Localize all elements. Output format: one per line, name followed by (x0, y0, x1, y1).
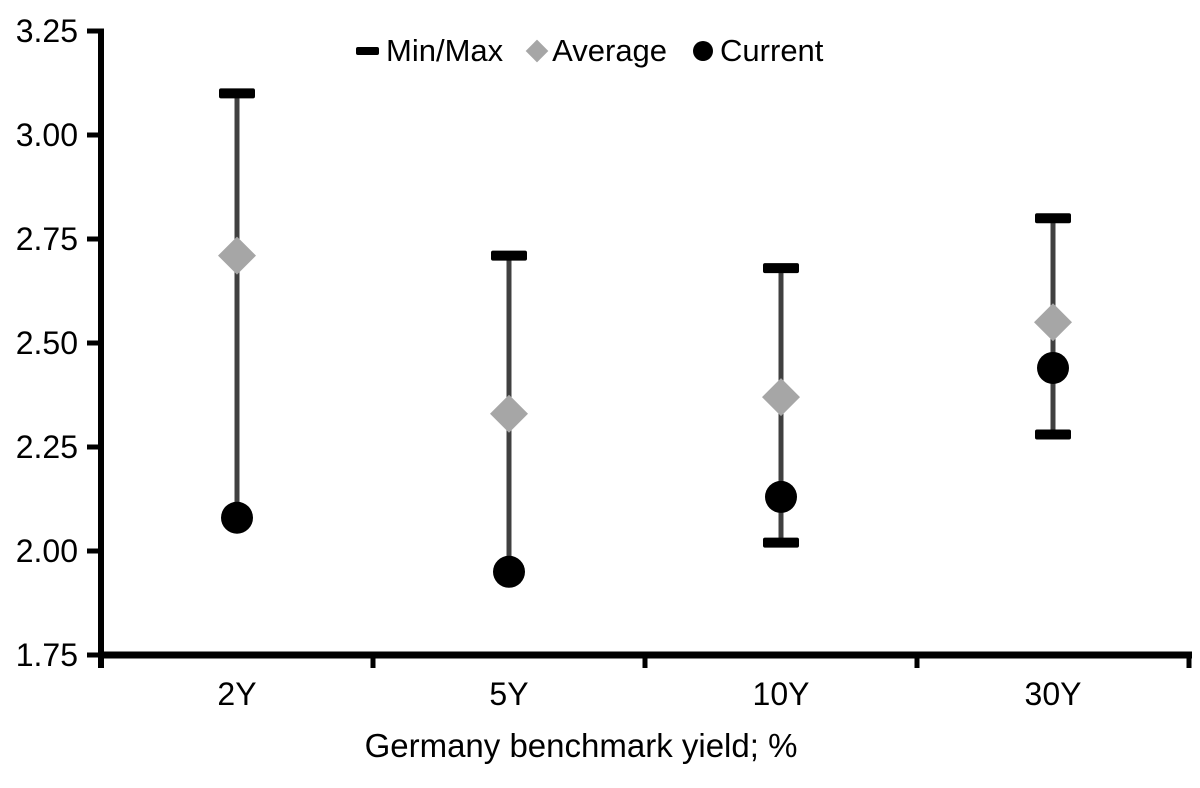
x-category-label: 10Y (753, 676, 810, 712)
chart-legend: Min/Max Average Current (356, 33, 823, 69)
current-marker (765, 480, 797, 513)
legend-item-minmax: Min/Max (356, 33, 503, 69)
min-cap (1035, 429, 1071, 440)
legend-label-average: Average (552, 33, 668, 68)
max-cap (763, 263, 799, 274)
x-category-label: 2Y (217, 676, 256, 712)
y-tick-label: 3.00 (16, 117, 78, 153)
average-marker (218, 236, 256, 275)
y-tick-label: 3.25 (16, 13, 78, 49)
max-cap (491, 250, 527, 261)
average-marker (490, 394, 528, 433)
y-tick-label: 2.50 (16, 325, 78, 361)
current-marker (221, 501, 253, 534)
max-cap (1035, 213, 1071, 224)
current-marker (1037, 351, 1069, 384)
minmax-dash-icon (356, 47, 379, 55)
average-marker (1034, 303, 1072, 342)
max-cap (219, 88, 255, 99)
legend-item-current: Current (693, 33, 823, 69)
y-tick-label: 2.75 (16, 221, 78, 257)
x-category-label: 30Y (1025, 676, 1082, 712)
y-tick-label: 2.25 (16, 429, 78, 465)
x-category-label: 5Y (489, 676, 528, 712)
x-axis-title: Germany benchmark yield; % (364, 727, 798, 764)
current-circle-icon (693, 41, 714, 61)
min-cap (763, 537, 799, 548)
y-tick-label: 1.75 (16, 637, 78, 673)
average-diamond-icon (525, 39, 549, 63)
average-marker (762, 378, 800, 417)
legend-label-current: Current (720, 33, 824, 68)
y-tick-label: 2.00 (16, 533, 78, 569)
legend-label-minmax: Min/Max (386, 33, 504, 68)
current-marker (493, 555, 525, 588)
legend-item-average: Average (525, 33, 668, 69)
